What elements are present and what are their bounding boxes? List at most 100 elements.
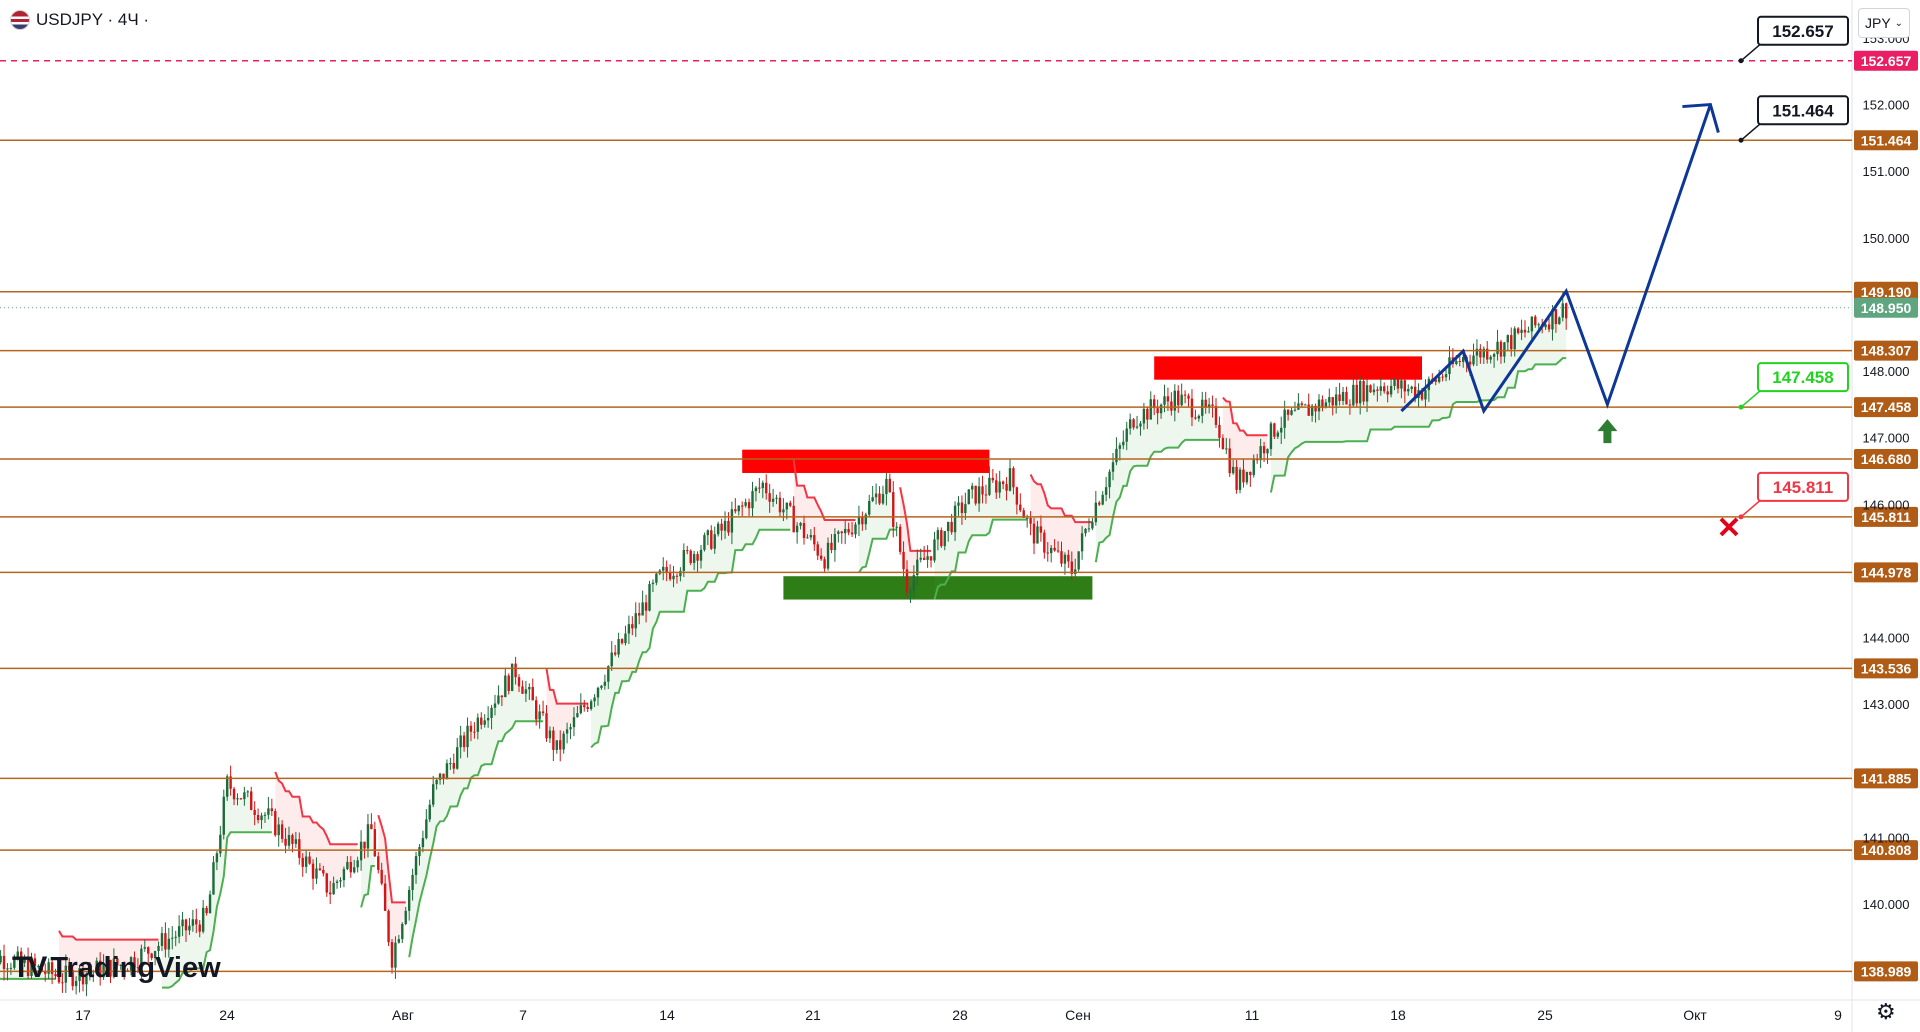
candle-body (287, 835, 291, 846)
candle-body (565, 729, 569, 734)
candle-body (771, 498, 775, 502)
candle-body (1355, 384, 1358, 404)
candle-body (833, 533, 837, 551)
symbol-legend[interactable]: USDJPY · 4Ч · (10, 10, 149, 30)
supertrend-fill (361, 824, 375, 908)
candle-body (1156, 408, 1159, 414)
candle-body (1231, 466, 1235, 474)
candle-body (768, 493, 771, 502)
candle-body (837, 531, 840, 534)
candle-body (933, 539, 936, 561)
candle-body (1022, 510, 1025, 518)
candle-body (383, 883, 387, 911)
candle-body (624, 633, 627, 644)
candle-body (226, 776, 229, 797)
candle-body (874, 493, 878, 498)
callout-pointer (1740, 121, 1763, 141)
candle-body (1163, 396, 1166, 405)
level-price-label: 143.536 (1861, 660, 1912, 676)
candle-body (1104, 487, 1108, 495)
candle-body (751, 491, 754, 509)
candle-body (727, 520, 730, 533)
candle-body (1122, 441, 1125, 446)
level-price-label: 148.307 (1861, 343, 1912, 359)
level-price-tag (1854, 340, 1918, 361)
candle-body (493, 703, 497, 708)
candle-body (280, 824, 284, 839)
candle-body (569, 727, 572, 730)
candle-body (318, 868, 322, 870)
candle-body (888, 478, 892, 493)
candle-body (1242, 469, 1245, 483)
currency-selector[interactable]: JPY ⌄ (1858, 8, 1910, 38)
candle-body (1479, 348, 1482, 358)
candle-body (579, 705, 583, 714)
candle-body (164, 933, 167, 950)
candle-body (713, 534, 716, 549)
candle-body (16, 951, 19, 958)
candle-body (1393, 379, 1396, 386)
candle-body (486, 717, 490, 721)
candle-body (919, 557, 922, 560)
candle-body (239, 798, 243, 800)
supertrend-line (899, 487, 931, 552)
x-tick-label: 21 (805, 1007, 821, 1023)
candle-body (634, 613, 637, 629)
candle-body (370, 824, 373, 830)
candle-body (191, 919, 195, 926)
candle-body (995, 480, 998, 493)
candle-body (61, 982, 64, 984)
level-price-tag (1854, 281, 1918, 302)
price-callout-box (1757, 471, 1849, 502)
x-tick-label: Авг (392, 1007, 414, 1023)
candle-body (929, 556, 933, 561)
callout-anchor (1738, 137, 1744, 143)
candle-body (765, 482, 768, 494)
candle-body (668, 573, 672, 580)
candle-body (655, 573, 658, 583)
candle-body (1334, 394, 1338, 406)
candle-body (617, 639, 620, 655)
candle-body (1039, 526, 1043, 533)
price-callout-label: 152.657 (1772, 22, 1833, 41)
candle-body (50, 962, 54, 975)
candle-body (466, 725, 469, 748)
candle-body (143, 947, 146, 949)
candle-body (184, 919, 188, 931)
candle-body (325, 873, 328, 893)
candle-body (40, 965, 43, 972)
candle-body (284, 838, 287, 846)
candle-body (840, 531, 843, 534)
candle-body (1180, 394, 1183, 406)
candle-body (140, 948, 143, 968)
callout-pointer (1740, 388, 1763, 408)
candle-body (816, 544, 819, 556)
candle-body (1276, 432, 1279, 437)
candle-body (1115, 448, 1118, 463)
candle-body (1207, 404, 1211, 407)
candle-body (181, 919, 184, 927)
candle-body (1046, 552, 1049, 554)
projection-arrowhead (1682, 102, 1720, 133)
candle-body (363, 841, 366, 849)
candle-body (6, 968, 9, 970)
candle-body (747, 502, 751, 509)
candle-body (452, 763, 455, 769)
candle-body (947, 521, 950, 532)
candle-body (1087, 528, 1091, 530)
candle-body (675, 575, 679, 577)
candle-body (1029, 517, 1032, 524)
candle-body (754, 487, 758, 492)
supertrend-fill (378, 815, 406, 968)
candle-body (528, 687, 531, 690)
candle-body (703, 535, 706, 550)
candle-body (909, 590, 912, 593)
candle-body (390, 942, 394, 968)
tradingview-logo: TV (12, 951, 47, 984)
candle-body (78, 968, 81, 981)
settings-gear-icon[interactable]: ⚙ (1876, 999, 1896, 1024)
candle-body (1472, 355, 1475, 365)
resistance-zone (1154, 356, 1422, 380)
tradingview-wordmark: TradingView (50, 951, 221, 984)
